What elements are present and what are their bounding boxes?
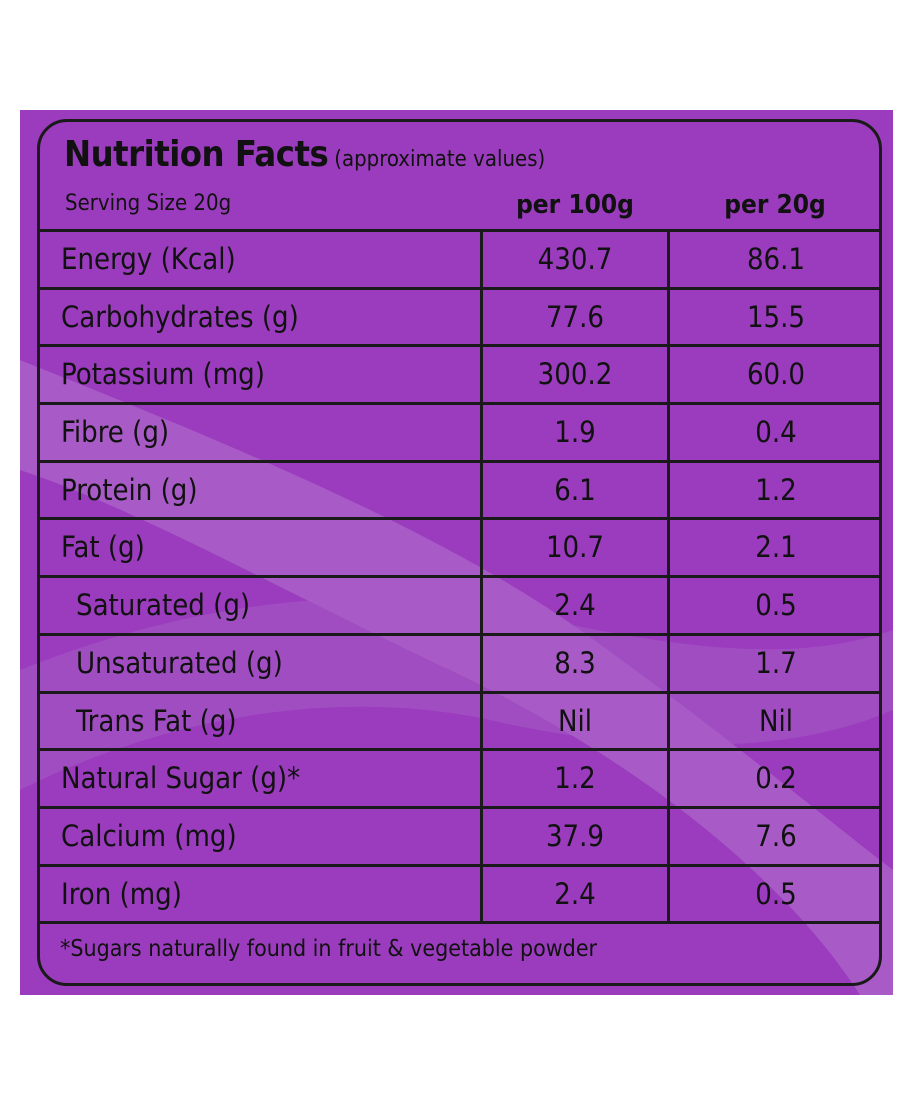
value-per20g: 60.0 (746, 357, 806, 392)
value-per20g: 0.5 (755, 876, 797, 911)
value-per100g: 1.2 (480, 751, 670, 806)
nutrient-name: Unsaturated (g) (76, 645, 283, 680)
value-per100g: 2.4 (480, 866, 670, 922)
table-row: Carbohydrates (g) 77.6 15.5 (37, 286, 882, 345)
table-row: Protein (g) 6.1 1.2 (37, 459, 882, 518)
table-row: Fat (g) 10.7 2.1 (37, 517, 882, 576)
nutrition-card (37, 119, 882, 986)
value-per100g: 8.3 (480, 635, 670, 691)
nutrient-name: Iron (mg) (61, 876, 182, 911)
value-per100g: 37.9 (480, 808, 670, 864)
table-row: Potassium (mg) 300.2 60.0 (37, 344, 882, 403)
table-row: Fibre (g) 1.9 0.4 (37, 402, 882, 460)
footnote: *Sugars naturally found in fruit & veget… (60, 936, 598, 963)
nutrient-name: Carbohydrates (g) (61, 299, 299, 334)
value-per100g: 430.7 (480, 232, 670, 287)
value-per20g: 1.7 (755, 645, 797, 680)
value-per100g: 10.7 (480, 520, 670, 576)
value-per20g: 86.1 (746, 242, 806, 276)
nutrient-name: Protein (g) (61, 472, 198, 507)
table-row: Iron (mg) 2.4 0.5 (37, 863, 882, 922)
value-per20g: 2.1 (755, 530, 797, 565)
value-per20g: 1.2 (755, 472, 797, 507)
nutrient-name: Natural Sugar (g)* (61, 761, 301, 796)
nutrition-table: Energy (Kcal) 430.7 86.1 Carbohydrates (… (37, 229, 882, 984)
table-row: Natural Sugar (g)* 1.2 0.2 (37, 748, 882, 806)
value-per100g: 300.2 (480, 347, 670, 403)
nutrient-name: Calcium (mg) (61, 818, 237, 853)
value-per20g: 0.5 (755, 588, 797, 623)
title-note: (approximate values) (334, 147, 546, 172)
table-row: Energy (Kcal) 430.7 86.1 (37, 229, 882, 287)
column-header-per100g: per 100g (516, 190, 634, 220)
title-block: Nutrition Facts (approximate values) (64, 134, 545, 175)
value-per20g: 7.6 (755, 818, 797, 853)
table-row: Trans Fat (g) Nil Nil (37, 690, 882, 749)
serving-size: Serving Size 20g (65, 191, 232, 216)
value-per20g: 0.4 (755, 415, 797, 450)
value-per100g: 2.4 (480, 578, 670, 633)
title: Nutrition Facts (64, 134, 329, 175)
nutrient-name: Potassium (mg) (61, 357, 265, 392)
table-row: Unsaturated (g) 8.3 1.7 (37, 632, 882, 691)
column-header-per20g: per 20g (724, 190, 826, 220)
nutrient-name: Energy (Kcal) (61, 242, 236, 276)
value-per20g: Nil (758, 703, 793, 738)
value-per100g: 6.1 (480, 462, 670, 518)
nutrient-name: Trans Fat (g) (76, 703, 237, 738)
nutrient-name: Saturated (g) (76, 588, 251, 623)
value-per100g: Nil (480, 693, 670, 749)
value-per100g: 77.6 (480, 289, 670, 345)
table-row: Calcium (mg) 37.9 7.6 (37, 805, 882, 864)
value-per20g: 15.5 (746, 299, 806, 334)
nutrient-name: Fat (g) (61, 530, 145, 565)
table-row: Saturated (g) 2.4 0.5 (37, 575, 882, 633)
value-per100g: 1.9 (480, 405, 670, 460)
value-per20g: 0.2 (755, 761, 797, 796)
nutrient-name: Fibre (g) (61, 415, 170, 450)
footnote-row: *Sugars naturally found in fruit & veget… (37, 921, 882, 984)
